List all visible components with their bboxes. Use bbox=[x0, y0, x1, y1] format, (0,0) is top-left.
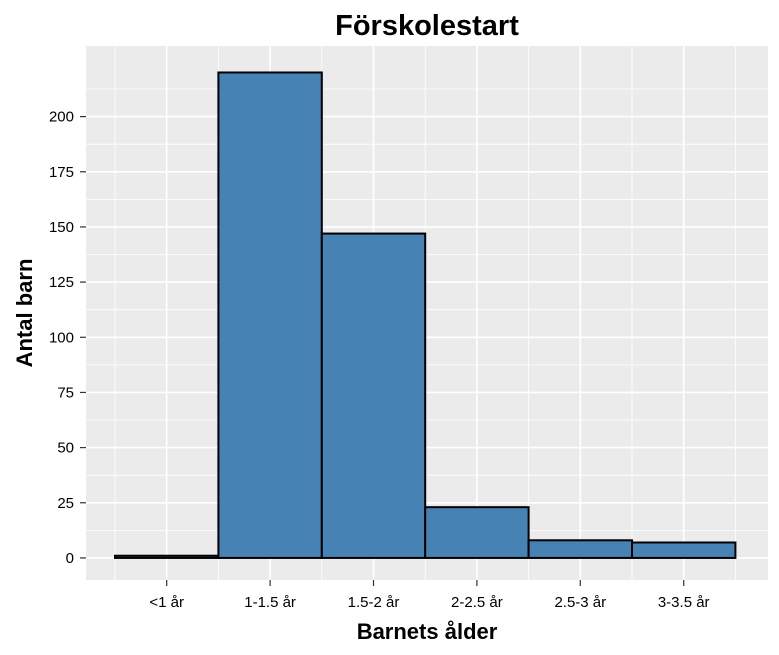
y-tick-label: 100 bbox=[49, 329, 74, 346]
bar bbox=[424, 506, 530, 559]
plot-panel bbox=[86, 46, 768, 580]
bars bbox=[114, 71, 737, 559]
chart-title: Förskolestart bbox=[335, 10, 519, 42]
y-tick-label: 200 bbox=[49, 109, 74, 126]
y-tick-label: 150 bbox=[49, 219, 74, 236]
x-tick-label: 2.5-3 år bbox=[554, 594, 606, 611]
x-tick-label: 2-2.5 år bbox=[451, 594, 503, 611]
x-tick-label: 1.5-2 år bbox=[348, 594, 400, 611]
bar bbox=[320, 232, 427, 559]
y-axis: 0 25 50 75 100 125 150 175 200 bbox=[49, 109, 86, 567]
x-axis-title: Barnets ålder bbox=[357, 619, 498, 644]
x-tick-label: 1-1.5 år bbox=[244, 594, 296, 611]
y-tick-label: 75 bbox=[57, 384, 74, 401]
x-axis: <1 år 1-1.5 år 1.5-2 år 2-2.5 år 2.5-3 år 3-3… bbox=[149, 580, 710, 611]
bar bbox=[631, 541, 737, 559]
x-tick-label: <1 år bbox=[149, 594, 184, 611]
y-tick-label: 25 bbox=[57, 495, 74, 512]
y-tick-label: 0 bbox=[66, 550, 74, 567]
y-tick-label: 175 bbox=[49, 164, 74, 181]
bar bbox=[217, 71, 323, 559]
y-tick-label: 50 bbox=[57, 440, 74, 457]
bar bbox=[114, 554, 220, 559]
y-tick-label: 125 bbox=[49, 274, 74, 291]
x-tick-label: 3-3.5 år bbox=[658, 594, 710, 611]
y-axis-title: Antal barn bbox=[12, 259, 37, 368]
bar bbox=[527, 539, 633, 559]
